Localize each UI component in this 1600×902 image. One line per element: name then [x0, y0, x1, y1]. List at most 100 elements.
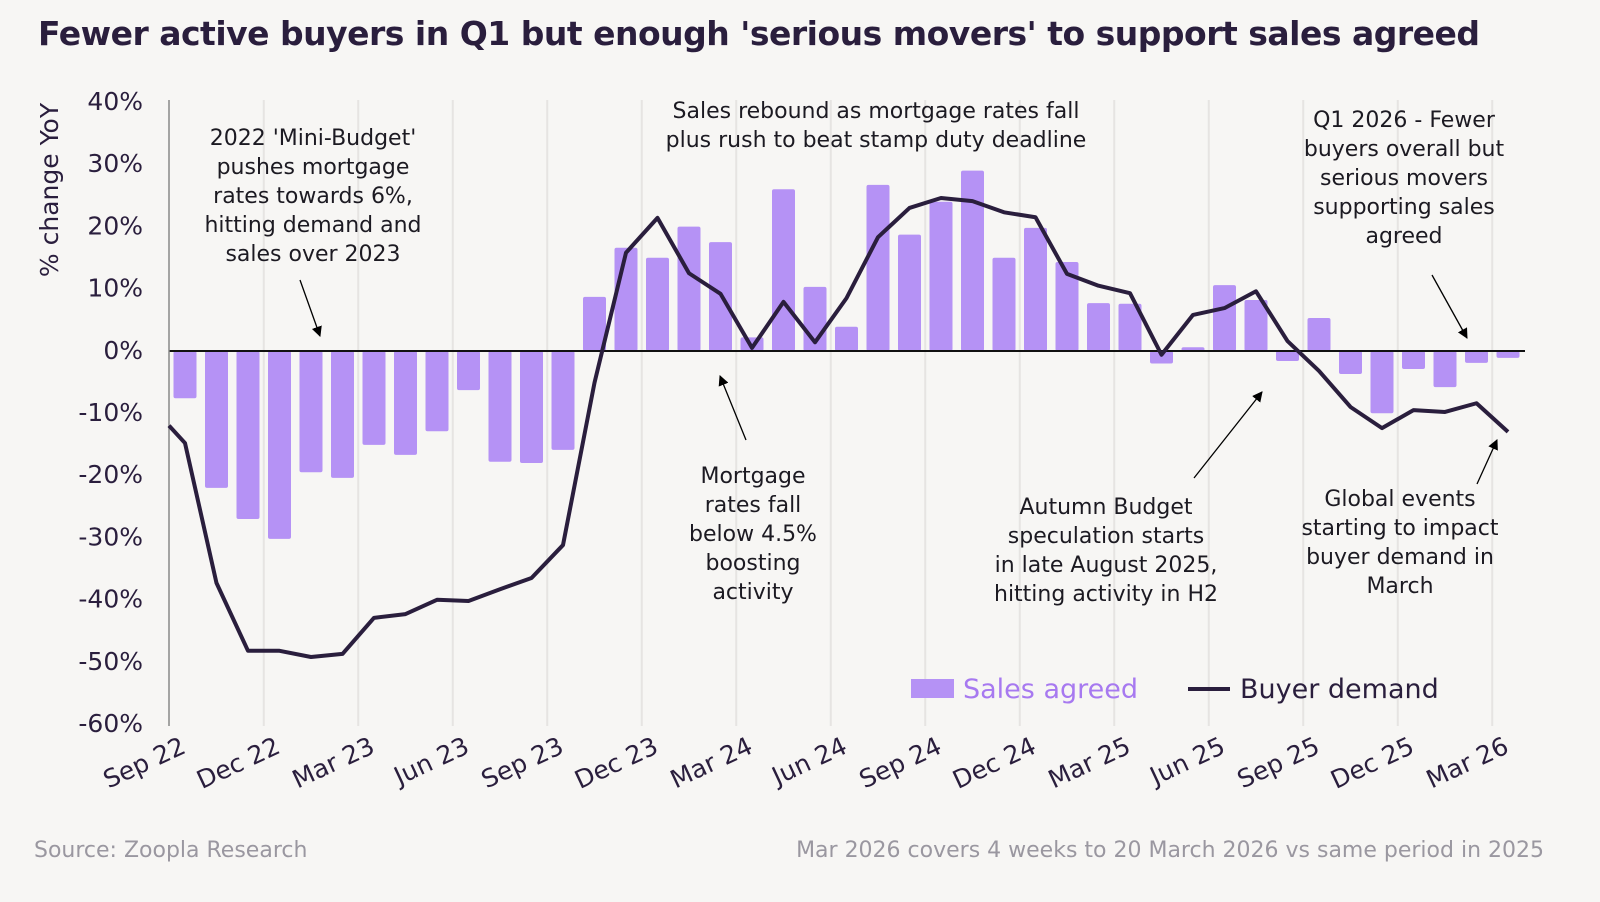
bar-sales-agreed-oct-25	[1339, 351, 1362, 375]
annotation-text: Mortgage	[700, 464, 805, 489]
annotation-text: rates towards 6%,	[213, 184, 413, 209]
annotation-text: March	[1366, 574, 1433, 599]
bar-sales-agreed-nov-22	[236, 351, 260, 519]
bar-sales-agreed-aug-24	[898, 234, 921, 351]
x-tick-label: Dec 22	[192, 731, 284, 795]
bar-sales-agreed-dec-23	[646, 257, 669, 351]
annotation-text: serious movers	[1320, 166, 1488, 191]
y-tick-label: 30%	[87, 149, 143, 178]
chart-title: Fewer active buyers in Q1 but enough 'se…	[38, 14, 1480, 53]
annotation-text: hitting activity in H2	[994, 582, 1218, 607]
y-tick-label: -50%	[78, 647, 143, 676]
y-tick-label: 10%	[87, 274, 143, 303]
bar-sales-agreed-jan-26	[1433, 351, 1457, 388]
annotation-text: starting to impact	[1301, 516, 1498, 541]
x-tick-label: Mar 25	[1044, 731, 1135, 794]
bar-sales-agreed-sep-24	[929, 201, 953, 351]
legend-label-buyer-demand: Buyer demand	[1240, 674, 1439, 705]
x-tick-label: Sep 23	[477, 731, 568, 794]
x-tick-label: Jun 25	[1144, 731, 1230, 791]
bar-sales-agreed-aug-23	[520, 351, 543, 463]
annotation-text: agreed	[1365, 224, 1442, 249]
x-tick-label: Dec 23	[570, 731, 662, 795]
annotation-text: activity	[712, 580, 793, 605]
bar-sales-agreed-jul-24	[866, 184, 890, 351]
annotation-arrow	[1193, 391, 1263, 479]
annotation-arrow	[1431, 274, 1468, 339]
x-tick-label: Dec 25	[1326, 731, 1418, 795]
annotation-text: sales over 2023	[225, 242, 400, 267]
bar-sales-agreed-apr-24	[772, 189, 795, 351]
annotation-text: 2022 'Mini-Budget'	[210, 126, 417, 151]
x-tick-label: Mar 24	[666, 731, 757, 794]
bar-sales-agreed-dec-25	[1402, 351, 1425, 370]
bar-sales-agreed-mar-26	[1496, 351, 1520, 358]
annotation-text: below 4.5%	[689, 522, 817, 547]
annotation-text: hitting demand and	[204, 213, 421, 238]
bar-sales-agreed-apr-23	[394, 351, 417, 455]
bar-sales-agreed-sep-23	[551, 351, 575, 450]
bar-sales-agreed-jun-25	[1213, 285, 1236, 351]
bar-sales-agreed-dec-22	[268, 351, 291, 539]
source-note: Source: Zoopla Research	[34, 838, 308, 863]
bar-sales-agreed-aug-25	[1276, 351, 1299, 361]
bar-sales-agreed-nov-25	[1370, 351, 1394, 414]
legend-label-sales-agreed: Sales agreed	[963, 674, 1138, 705]
annotation-text: supporting sales	[1313, 195, 1495, 220]
y-tick-label: -40%	[78, 585, 143, 614]
y-tick-label: 20%	[87, 211, 143, 240]
bar-sales-agreed-oct-24	[961, 170, 984, 351]
x-tick-label: Jun 23	[388, 731, 474, 791]
annotation-text: Sales rebound as mortgage rates fall	[673, 99, 1080, 124]
buyer-demand-line	[167, 195, 1510, 660]
annotation-arrow	[299, 279, 322, 337]
bar-sales-agreed-sep-22	[173, 351, 197, 399]
bar-sales-agreed-nov-24	[992, 257, 1016, 351]
bar-sales-agreed-jan-24	[677, 226, 701, 351]
y-tick-label: 0%	[103, 336, 143, 365]
x-tick-label: Sep 25	[1233, 731, 1324, 794]
annotation-text: Autumn Budget	[1019, 495, 1192, 520]
y-tick-label: -60%	[78, 709, 143, 738]
x-tick-label: Mar 26	[1422, 731, 1513, 794]
bar-sales-agreed-apr-25	[1150, 351, 1173, 364]
annotation-text: buyer demand in	[1306, 545, 1494, 570]
bar-sales-agreed-sep-25	[1307, 318, 1331, 351]
bar-sales-agreed-jun-24	[835, 326, 858, 351]
annotation-text: Q1 2026 - Fewer	[1313, 108, 1496, 133]
y-tick-label: -30%	[78, 522, 143, 551]
bar-sales-agreed-dec-24	[1024, 227, 1047, 351]
bar-sales-agreed-feb-25	[1087, 303, 1110, 351]
annotation-text: Global events	[1324, 487, 1475, 512]
annotation-text: rates fall	[705, 493, 802, 518]
y-tick-label: -20%	[78, 460, 143, 489]
x-tick-label: Sep 22	[99, 731, 190, 794]
bar-sales-agreed-jun-23	[457, 351, 480, 391]
footnote: Mar 2026 covers 4 weeks to 20 March 2026…	[796, 838, 1544, 863]
annotation-text: speculation starts	[1008, 524, 1204, 549]
bar-sales-agreed-jan-23	[299, 351, 323, 473]
bar-sales-agreed-jul-25	[1244, 299, 1268, 351]
bar-sales-agreed-mar-23	[362, 351, 386, 445]
x-tick-label: Dec 24	[948, 731, 1040, 795]
x-tick-label: Jun 24	[766, 731, 852, 791]
y-axis-label: % change YoY	[35, 102, 64, 277]
bar-sales-agreed-jan-25	[1055, 262, 1079, 351]
y-tick-label: 40%	[87, 87, 143, 116]
y-tick-label: -10%	[78, 398, 143, 427]
annotation-text: plus rush to beat stamp duty deadline	[666, 128, 1087, 153]
x-tick-label: Sep 24	[855, 731, 946, 794]
bar-sales-agreed-feb-23	[331, 351, 354, 478]
annotation-arrow	[1476, 439, 1498, 485]
bar-sales-agreed-oct-23	[583, 296, 606, 351]
annotation-arrow	[718, 375, 747, 441]
bar-sales-agreed-mar-25	[1118, 303, 1142, 351]
x-tick-label: Mar 23	[288, 731, 379, 794]
bar-sales-agreed-oct-22	[205, 351, 228, 488]
bar-sales-agreed-feb-26	[1465, 351, 1488, 363]
bar-sales-agreed-jul-23	[488, 351, 512, 462]
legend: Sales agreed Buyer demand	[911, 674, 1439, 705]
annotation-text: buyers overall but	[1304, 137, 1505, 162]
annotation-text: boosting	[706, 551, 801, 576]
